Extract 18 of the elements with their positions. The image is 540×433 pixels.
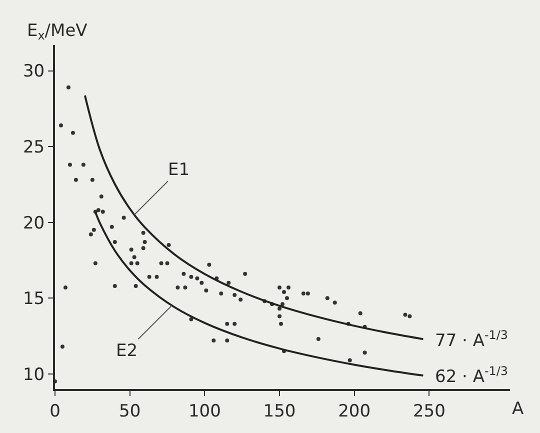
annotation: E1 xyxy=(168,160,190,180)
y-tick-label: 10 xyxy=(22,364,45,385)
x-tick-label: 50 xyxy=(119,401,141,422)
annotation: 77 · A$^{-1/3}$ xyxy=(435,328,508,352)
x-tick-label: 250 xyxy=(412,401,446,422)
line-series xyxy=(84,94,424,340)
annotation: 62 · A$^{-1/3}$ xyxy=(435,364,508,388)
x-tick-label: 0 xyxy=(50,401,60,422)
annotation: E2 xyxy=(116,341,138,361)
x-tick-label: 100 xyxy=(188,401,221,422)
x-tick-label: 150 xyxy=(263,401,296,422)
y-axis-title: E$_{x}$/MeV xyxy=(27,21,88,43)
y-tick-label: 25 xyxy=(22,137,45,158)
x-tick-label: 200 xyxy=(338,401,371,422)
y-tick-label: 30 xyxy=(22,62,45,82)
y-tick-label: 15 xyxy=(22,289,45,310)
x-axis-title: A xyxy=(512,399,524,419)
y-tick-label: 20 xyxy=(22,213,45,234)
